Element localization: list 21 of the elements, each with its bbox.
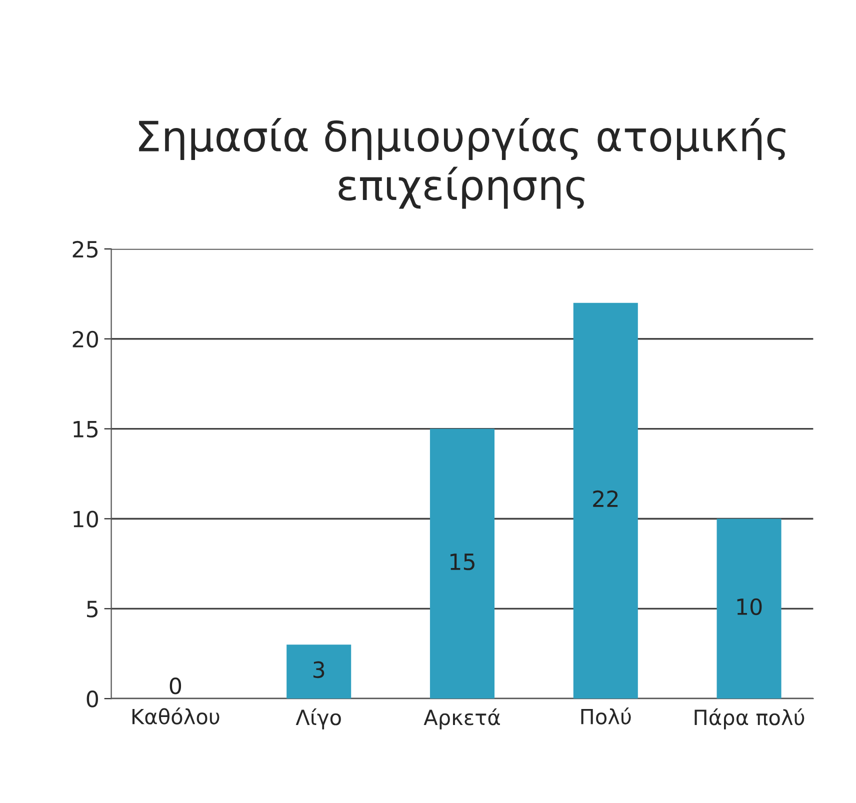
y-tick-label: 10 xyxy=(74,510,98,528)
bar xyxy=(286,644,352,699)
bar xyxy=(573,302,638,699)
bar xyxy=(430,428,495,699)
y-tick-label: 0 xyxy=(86,690,98,708)
y-tick-label: 5 xyxy=(87,600,98,618)
x-tick-label: Αρκετά xyxy=(424,708,500,730)
x-tick-label: Λίγο xyxy=(296,708,341,730)
y-tick-label: 15 xyxy=(74,421,98,438)
y-tick-label: 25 xyxy=(72,240,98,258)
x-tick-label: Πάρα πολύ xyxy=(694,708,804,730)
chart-title: Σημασία δημιουργίας ατομικής επιχείρησης xyxy=(139,118,786,209)
x-tick-label: Καθόλου xyxy=(132,708,220,724)
data-label: 0 xyxy=(170,677,182,694)
bar xyxy=(716,518,782,699)
data-label: 22 xyxy=(593,490,618,507)
x-tick-label: Πολύ xyxy=(581,708,631,724)
y-tick-label: 20 xyxy=(72,330,98,348)
data-label: 3 xyxy=(313,661,324,678)
data-label: 15 xyxy=(450,554,474,570)
data-label: 10 xyxy=(737,598,762,616)
